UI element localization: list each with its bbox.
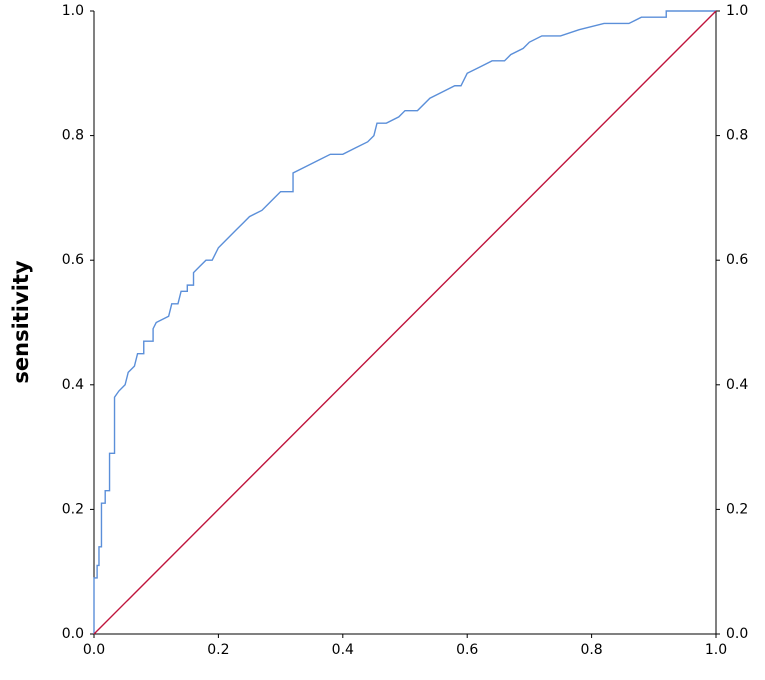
y-tick-label: 0.0 xyxy=(62,626,84,642)
y2-tick-label: 1.0 xyxy=(726,3,748,19)
x-tick-label: 0.8 xyxy=(580,642,602,658)
series-line xyxy=(93,10,716,634)
y-tick-label: 0.8 xyxy=(62,128,84,144)
y-tick-label: 0.2 xyxy=(62,501,84,517)
y-axis-title: sensitivity xyxy=(9,260,33,384)
x-tick-label: 0.6 xyxy=(456,642,478,658)
y2-tick-label: 0.4 xyxy=(726,377,748,393)
x-tick-label: 0.0 xyxy=(83,642,105,658)
x-tick-label: 0.2 xyxy=(207,642,229,658)
x-tick-label: 0.4 xyxy=(332,642,354,658)
y2-tick-label: 0.0 xyxy=(726,626,748,642)
y-tick-label: 1.0 xyxy=(62,3,84,19)
y2-tick-label: 0.2 xyxy=(726,501,748,517)
y-tick-label: 0.6 xyxy=(62,252,84,268)
x-tick-label: 1.0 xyxy=(705,642,727,658)
y-tick-label: 0.4 xyxy=(62,377,84,393)
series-line xyxy=(93,10,717,635)
y2-tick-label: 0.8 xyxy=(726,128,748,144)
y2-tick-label: 0.6 xyxy=(726,252,748,268)
